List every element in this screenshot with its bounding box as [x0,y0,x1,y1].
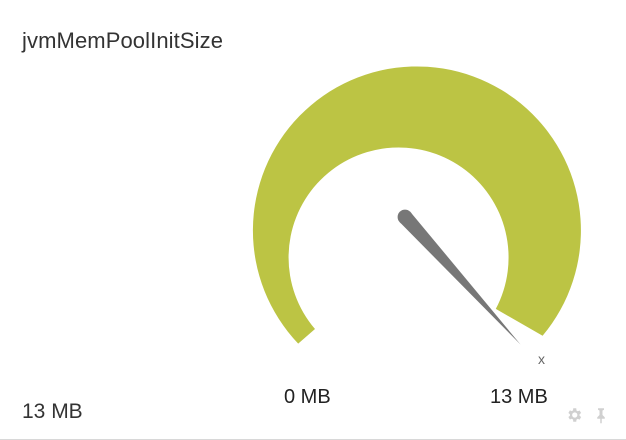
gauge-min-label: 0 MB [284,386,331,408]
current-value: 13 MB [22,400,83,423]
gauge-arc [252,66,581,344]
gauge-max-marker: x [538,351,545,367]
pin-icon[interactable] [592,406,610,424]
gauge-max-label: 13 MB [490,386,548,408]
gauge-needle [397,209,521,345]
gear-icon[interactable] [565,406,583,424]
widget-title: jvmMemPoolInitSize [22,28,224,53]
